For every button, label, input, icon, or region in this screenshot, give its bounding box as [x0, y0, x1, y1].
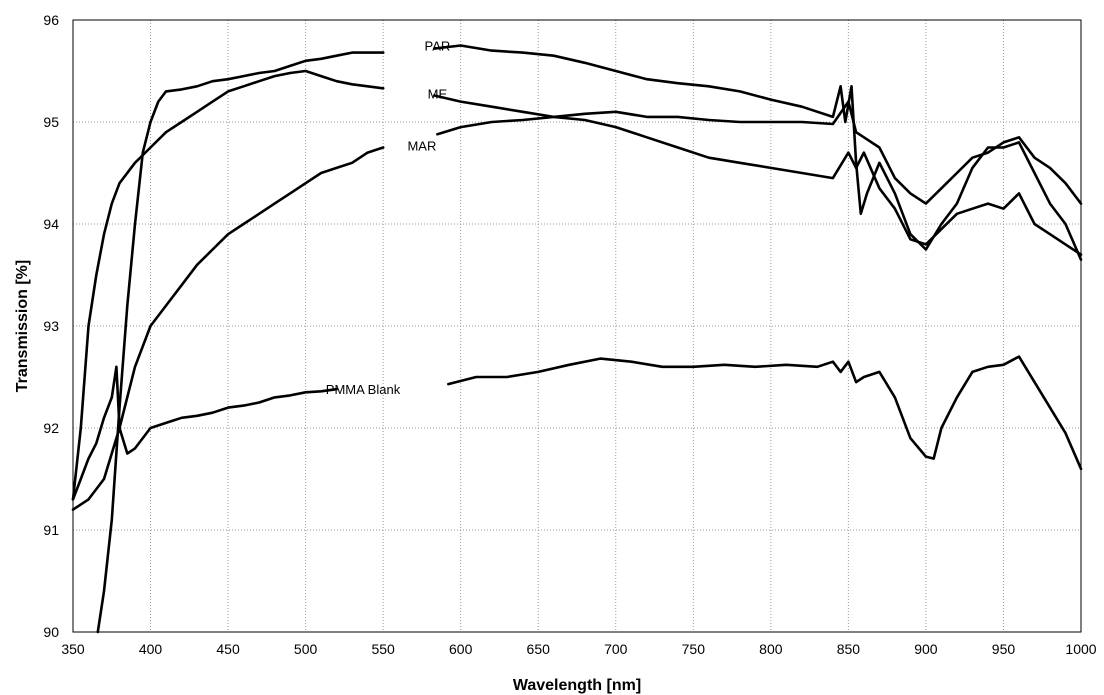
series-line-mar [71, 146, 385, 511]
y-tick-label: 90 [43, 624, 59, 640]
series-line-mar [436, 100, 1083, 205]
x-axis-title: Wavelength [nm] [513, 677, 641, 694]
series-label-par: PAR [425, 39, 451, 54]
series-line-me [432, 94, 1083, 256]
y-tick-label: 91 [43, 522, 59, 538]
x-tick-label: 800 [759, 641, 783, 657]
x-tick-label: 500 [294, 641, 318, 657]
series-line-par [96, 51, 385, 634]
y-tick-label: 95 [43, 114, 59, 130]
x-axis-ticks: 350 400 450 500 550 600 650 700 750 800 850 900 950 1… [61, 641, 1096, 657]
x-tick-label: 600 [449, 641, 473, 657]
x-tick-label: 850 [837, 641, 861, 657]
series-line-pmma-blank [71, 365, 338, 501]
x-tick-label: 350 [61, 641, 85, 657]
series-label-pmma-blank: PMMA Blank [326, 382, 401, 397]
y-axis-ticks: 90 91 92 93 94 95 96 [43, 12, 59, 640]
x-tick-label: 750 [682, 641, 706, 657]
y-tick-label: 96 [43, 12, 59, 28]
series-label-mar: MAR [407, 138, 436, 153]
plot-area-frame [72, 19, 1082, 633]
x-tick-label: 450 [216, 641, 240, 657]
x-tick-label: 900 [914, 641, 938, 657]
x-tick-label: 700 [604, 641, 628, 657]
x-tick-label: 400 [139, 641, 163, 657]
series-line-me [71, 69, 385, 501]
y-axis-title: Transmission [%] [14, 260, 31, 392]
grid-lines [73, 20, 1081, 632]
series-lines: PAR ME MAR PMMA Blank [71, 39, 1083, 634]
x-tick-label: 650 [527, 641, 551, 657]
y-tick-label: 93 [43, 318, 59, 334]
x-tick-label: 950 [992, 641, 1016, 657]
y-tick-label: 92 [43, 420, 59, 436]
x-tick-label: 550 [371, 641, 395, 657]
series-line-pmma-blank [446, 355, 1083, 471]
series-label-me: ME [428, 86, 448, 101]
y-tick-label: 94 [43, 216, 59, 232]
x-tick-label: 1000 [1065, 641, 1096, 657]
